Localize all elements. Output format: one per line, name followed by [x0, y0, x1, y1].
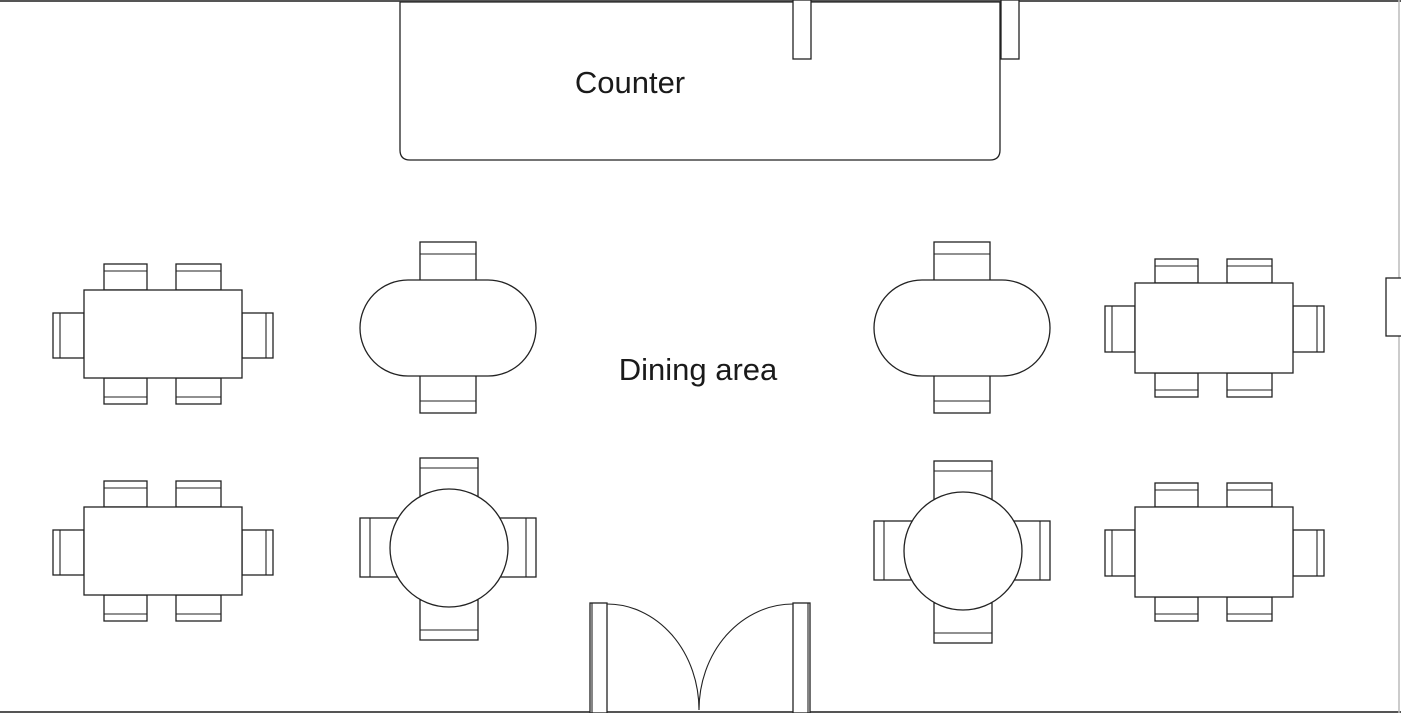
table-rect-3: [1104, 258, 1325, 398]
chair: [241, 529, 274, 576]
door-swing-right: [698, 603, 794, 711]
counter-stool: [1000, 0, 1020, 60]
chair: [933, 373, 991, 414]
chair: [103, 263, 148, 291]
chair: [175, 480, 222, 508]
table-top: [1134, 506, 1294, 598]
table-rect-2: [52, 480, 274, 622]
chair: [419, 241, 477, 283]
chair: [103, 377, 148, 405]
chair: [1292, 529, 1325, 577]
table-top: [359, 279, 537, 377]
entrance-double-door: [589, 602, 811, 713]
chair: [1154, 258, 1199, 284]
dining-area-label: Dining area: [619, 352, 778, 387]
chair: [1154, 596, 1199, 622]
table-top: [83, 289, 243, 379]
chair: [1226, 258, 1273, 284]
table-oval-2: [873, 241, 1051, 414]
chair: [933, 241, 991, 283]
chair: [419, 373, 477, 414]
chair: [1154, 482, 1199, 508]
table-round-2: [873, 460, 1051, 644]
chair: [175, 377, 222, 405]
door-leaf-right: [792, 602, 811, 713]
table-oval-1: [359, 241, 537, 414]
chair: [103, 594, 148, 622]
door-swing-left: [606, 603, 700, 711]
chair: [1154, 372, 1199, 398]
chair: [1226, 596, 1273, 622]
chair: [1226, 482, 1273, 508]
table-top: [1134, 282, 1294, 374]
chair: [241, 312, 274, 359]
counter: Counter: [399, 0, 1020, 161]
partial-chair: [1385, 277, 1401, 337]
chair: [52, 312, 85, 359]
table-rect-4: [1104, 482, 1325, 622]
chair: [175, 263, 222, 291]
table-top: [389, 488, 509, 608]
table-top: [903, 491, 1023, 611]
chair: [1226, 372, 1273, 398]
chair: [52, 529, 85, 576]
table-top: [83, 506, 243, 596]
chair: [103, 480, 148, 508]
counter-stool: [792, 0, 812, 60]
door-leaf-left: [589, 602, 608, 713]
table-top: [873, 279, 1051, 377]
table-round-1: [359, 457, 537, 641]
table-rect-1: [52, 263, 274, 405]
chair: [175, 594, 222, 622]
chair: [1104, 529, 1136, 577]
counter-label: Counter: [575, 65, 685, 100]
chair: [1292, 305, 1325, 353]
chair: [1104, 305, 1136, 353]
